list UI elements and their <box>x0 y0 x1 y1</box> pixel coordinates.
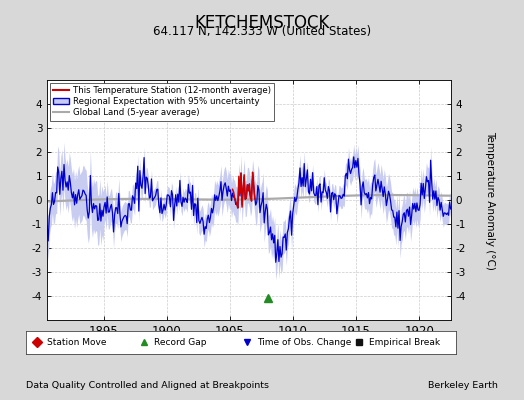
Y-axis label: Temperature Anomaly (°C): Temperature Anomaly (°C) <box>485 130 495 270</box>
Text: Station Move: Station Move <box>47 338 106 347</box>
Text: Berkeley Earth: Berkeley Earth <box>428 381 498 390</box>
Text: Data Quality Controlled and Aligned at Breakpoints: Data Quality Controlled and Aligned at B… <box>26 381 269 390</box>
Text: KETCHEMSTOCK: KETCHEMSTOCK <box>194 14 330 32</box>
Text: Empirical Break: Empirical Break <box>369 338 440 347</box>
Text: Time of Obs. Change: Time of Obs. Change <box>257 338 352 347</box>
Text: Record Gap: Record Gap <box>154 338 207 347</box>
Legend: This Temperature Station (12-month average), Regional Expectation with 95% uncer: This Temperature Station (12-month avera… <box>50 82 275 121</box>
Text: 64.117 N, 142.333 W (United States): 64.117 N, 142.333 W (United States) <box>153 25 371 38</box>
